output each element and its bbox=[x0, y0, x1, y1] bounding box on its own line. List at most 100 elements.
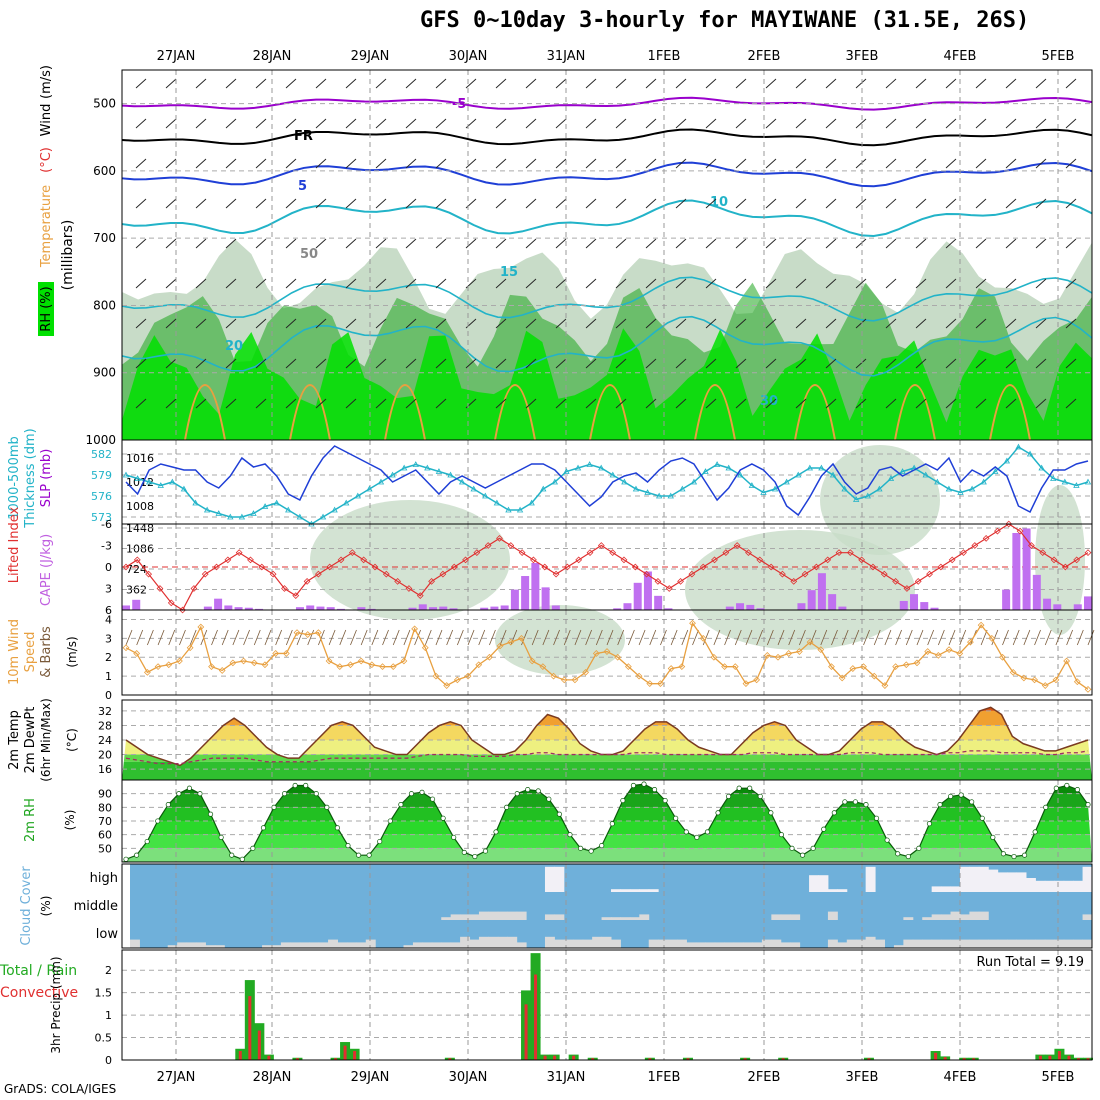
temp-contour-warm bbox=[289, 384, 331, 441]
wind-barb bbox=[135, 278, 147, 289]
wind-speed-point bbox=[1009, 668, 1017, 676]
wind-barb bbox=[375, 78, 387, 89]
rh-point bbox=[863, 802, 869, 808]
wind-barb-10m bbox=[991, 629, 999, 646]
rh-point bbox=[282, 791, 288, 797]
cloud-high-bar bbox=[1035, 880, 1046, 892]
date-tick-top: 4FEB bbox=[944, 49, 977, 64]
temp-tick: 20 bbox=[98, 749, 112, 762]
cloud-low-bar bbox=[582, 939, 593, 948]
rh-point bbox=[430, 796, 436, 802]
wind-barb bbox=[165, 158, 177, 169]
wind-barb-10m bbox=[350, 629, 357, 646]
cloud-low-bar bbox=[497, 936, 508, 948]
wind-barb bbox=[255, 78, 267, 89]
rh-point bbox=[419, 789, 425, 795]
lifted-index-point bbox=[122, 563, 130, 571]
wind-speed-point bbox=[282, 650, 290, 657]
cloud-low-bar bbox=[931, 939, 942, 948]
cloud-bg bbox=[130, 864, 1092, 948]
precip-tick: 1 bbox=[105, 1009, 112, 1022]
lifted-index-point bbox=[575, 556, 583, 564]
wind-barb-10m bbox=[189, 629, 197, 646]
wind-barb-10m bbox=[927, 629, 935, 646]
rh-point bbox=[440, 815, 446, 821]
wind-barb bbox=[1005, 318, 1017, 329]
precip-convective-bar bbox=[553, 1055, 557, 1060]
wind-barb bbox=[1065, 398, 1077, 409]
lifted-index-point bbox=[1073, 556, 1081, 564]
wind-barb bbox=[825, 238, 837, 249]
rh-point bbox=[377, 838, 383, 845]
lifted-index-point bbox=[337, 556, 345, 564]
cloud-middle-bar bbox=[554, 914, 565, 920]
lifted-index-point bbox=[1061, 563, 1069, 571]
wind-barb bbox=[705, 398, 717, 409]
wind-barb bbox=[615, 198, 627, 209]
thickness-point bbox=[343, 499, 350, 506]
cape-bar bbox=[838, 606, 847, 610]
lifted-index-point bbox=[394, 577, 402, 585]
thickness-point bbox=[829, 471, 837, 478]
rh-point bbox=[641, 781, 647, 787]
wind-speed-point bbox=[817, 646, 825, 654]
rh-point bbox=[1064, 782, 1070, 789]
wind-barb bbox=[645, 158, 657, 169]
cloud-middle-bar bbox=[959, 914, 970, 920]
thickness-point bbox=[945, 485, 953, 492]
rh-point bbox=[1022, 852, 1028, 858]
wind-barb bbox=[615, 358, 627, 369]
lifted-index-point bbox=[835, 549, 843, 557]
cloud-high-bar bbox=[1063, 880, 1074, 892]
date-tick-bottom: 31JAN bbox=[547, 1070, 586, 1085]
wind-barb bbox=[345, 398, 357, 409]
rh-point bbox=[1043, 804, 1049, 810]
contour-label: 15 bbox=[500, 265, 518, 280]
wind-barb bbox=[315, 198, 327, 209]
wind-barb bbox=[975, 118, 987, 129]
cape-bar bbox=[633, 582, 642, 610]
cloud-low-bar bbox=[337, 942, 348, 948]
upper-air-panel: -5FR510152030505006007008009001000(milli… bbox=[38, 65, 1093, 675]
lifted-index-point bbox=[530, 556, 537, 564]
lifted-index-point bbox=[213, 563, 220, 571]
thickness-point bbox=[285, 506, 292, 513]
thickness-point bbox=[261, 503, 269, 509]
wind-barb bbox=[315, 158, 327, 169]
thickness-point bbox=[632, 485, 640, 492]
wind-barb bbox=[915, 198, 927, 209]
date-tick-top: 3FEB bbox=[846, 49, 879, 64]
footer-credit: GrADS: COLA/IGES bbox=[4, 1082, 117, 1096]
thickness-point bbox=[1026, 450, 1034, 457]
wind-speed-point bbox=[261, 661, 269, 669]
wind-barb-10m bbox=[884, 629, 892, 646]
wind-speed-point bbox=[347, 661, 354, 669]
thickness-point bbox=[354, 492, 361, 499]
temp-tick: 28 bbox=[98, 719, 112, 732]
wind-barb-10m bbox=[179, 629, 186, 646]
cloud-middle-bar bbox=[629, 917, 640, 920]
wind-barb bbox=[405, 238, 417, 249]
lifted-index-tick: 6 bbox=[105, 604, 112, 617]
wind-barb bbox=[1035, 278, 1047, 289]
wind-speed-point bbox=[379, 663, 386, 671]
thickness-point bbox=[400, 464, 408, 471]
wind-barb-10m bbox=[916, 629, 924, 646]
rh-point bbox=[345, 843, 351, 849]
wind-barb bbox=[765, 398, 777, 409]
wind-barb bbox=[945, 278, 957, 289]
slp-tick: 1012 bbox=[126, 476, 154, 489]
lifted-index-point bbox=[224, 556, 232, 564]
wind-barb bbox=[645, 198, 657, 209]
precip-convective-bar bbox=[572, 1055, 576, 1060]
wind-speed-point bbox=[785, 650, 793, 657]
wind-barb bbox=[645, 358, 657, 369]
thickness-point bbox=[621, 478, 628, 485]
wind-speed-point bbox=[218, 667, 226, 674]
lifted-index-point bbox=[145, 570, 153, 578]
rh-point bbox=[789, 845, 795, 851]
wind-barb bbox=[885, 198, 897, 209]
rh-point bbox=[546, 796, 552, 802]
rh-band bbox=[122, 793, 1092, 808]
